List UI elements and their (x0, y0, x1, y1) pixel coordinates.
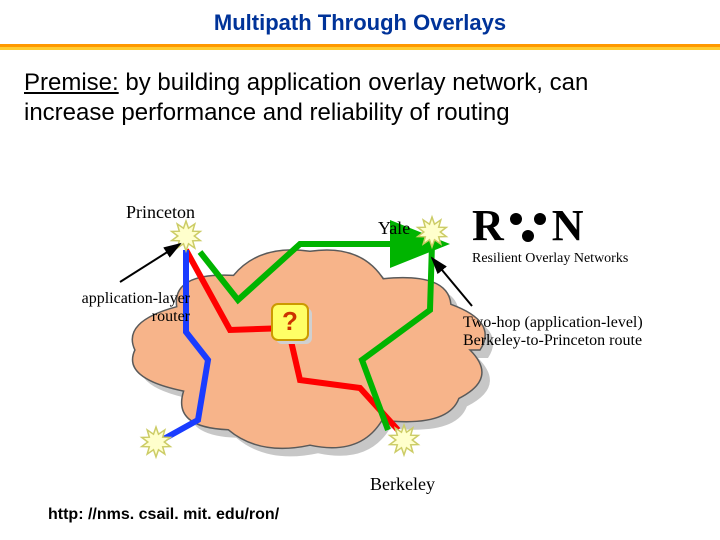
footer-url: http: //nms. csail. mit. edu/ron/ (48, 506, 279, 524)
router-node-extra (142, 427, 171, 457)
svg-text:?: ? (282, 306, 298, 336)
label-princeton: Princeton (126, 202, 195, 223)
label-two-hop: Two-hop (application-level)Berkeley-to-P… (463, 314, 643, 350)
overlay-diagram: ? (0, 0, 720, 540)
question-mark-icon: ? (272, 304, 312, 344)
label-berkeley: Berkeley (370, 474, 435, 495)
label-yale: Yale (378, 218, 410, 239)
app-router-arrow (120, 244, 180, 282)
label-app-router: application-layerrouter (30, 290, 190, 326)
